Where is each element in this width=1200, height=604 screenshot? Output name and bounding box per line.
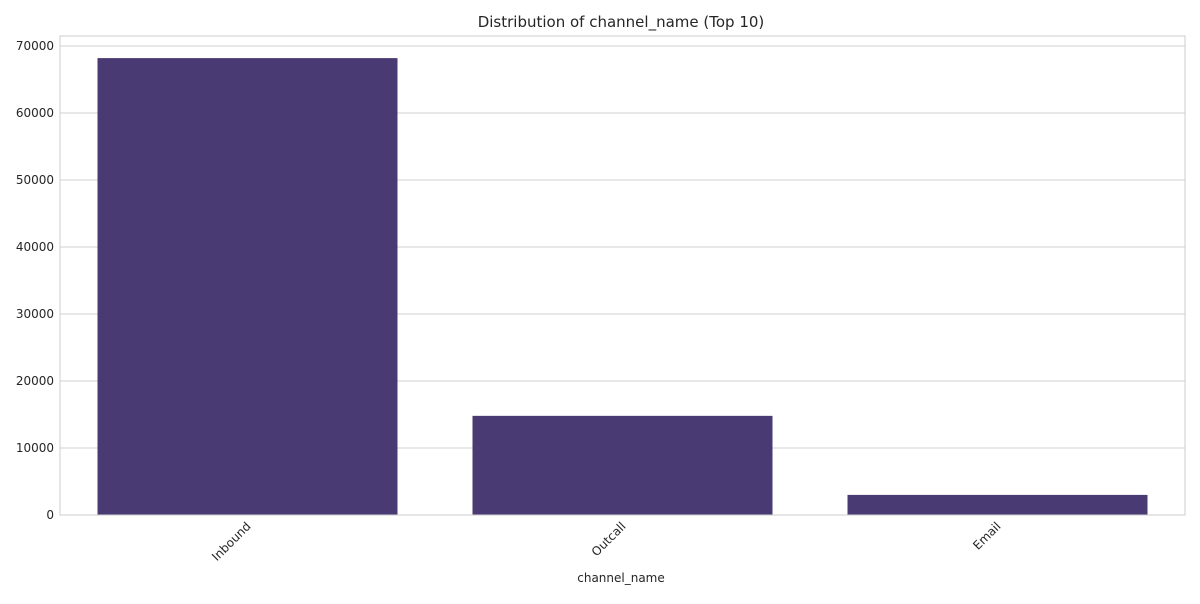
x-axis-label: channel_name [577, 571, 665, 585]
y-tick-label: 40000 [16, 240, 54, 254]
y-tick-label: 0 [46, 508, 54, 522]
y-tick-label: 50000 [16, 173, 54, 187]
y-tick-label: 10000 [16, 441, 54, 455]
x-tick-label: Email [970, 519, 1003, 552]
y-tick-labels: 0 10000 20000 30000 40000 50000 60000 70000 [16, 39, 54, 522]
bar-inbound [97, 58, 398, 515]
chart-title: Distribution of channel_name (Top 10) [478, 13, 765, 32]
y-tick-label: 60000 [16, 106, 54, 120]
x-tick-labels: Inbound Outcall Email [209, 519, 1004, 564]
plot-frame [59, 35, 1186, 516]
bar-email [847, 494, 1148, 515]
x-tick-label: Outcall [589, 519, 629, 559]
bar-outcall [472, 415, 773, 515]
bars [97, 58, 1148, 515]
x-tick-label: Inbound [209, 519, 254, 564]
y-tick-label: 70000 [16, 39, 54, 53]
y-tick-label: 20000 [16, 374, 54, 388]
y-tick-label: 30000 [16, 307, 54, 321]
